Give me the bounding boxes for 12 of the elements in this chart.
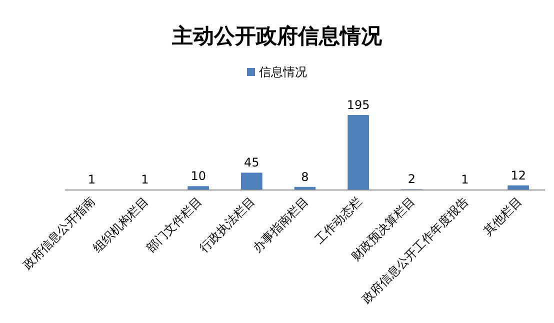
x-tick-label: 其他栏目 — [480, 194, 524, 238]
data-label: 195 — [346, 98, 370, 112]
data-label: 10 — [190, 169, 206, 184]
data-label: 45 — [244, 156, 260, 170]
data-label: 8 — [301, 170, 309, 184]
data-label: 1 — [461, 172, 469, 187]
legend-label: 信息情况 — [259, 65, 307, 79]
data-label: 12 — [510, 168, 526, 182]
data-label: 1 — [88, 172, 96, 187]
chart-title: 主动公开政府信息情况 — [171, 24, 383, 48]
data-label: 1 — [141, 172, 149, 187]
data-label: 2 — [408, 172, 416, 186]
